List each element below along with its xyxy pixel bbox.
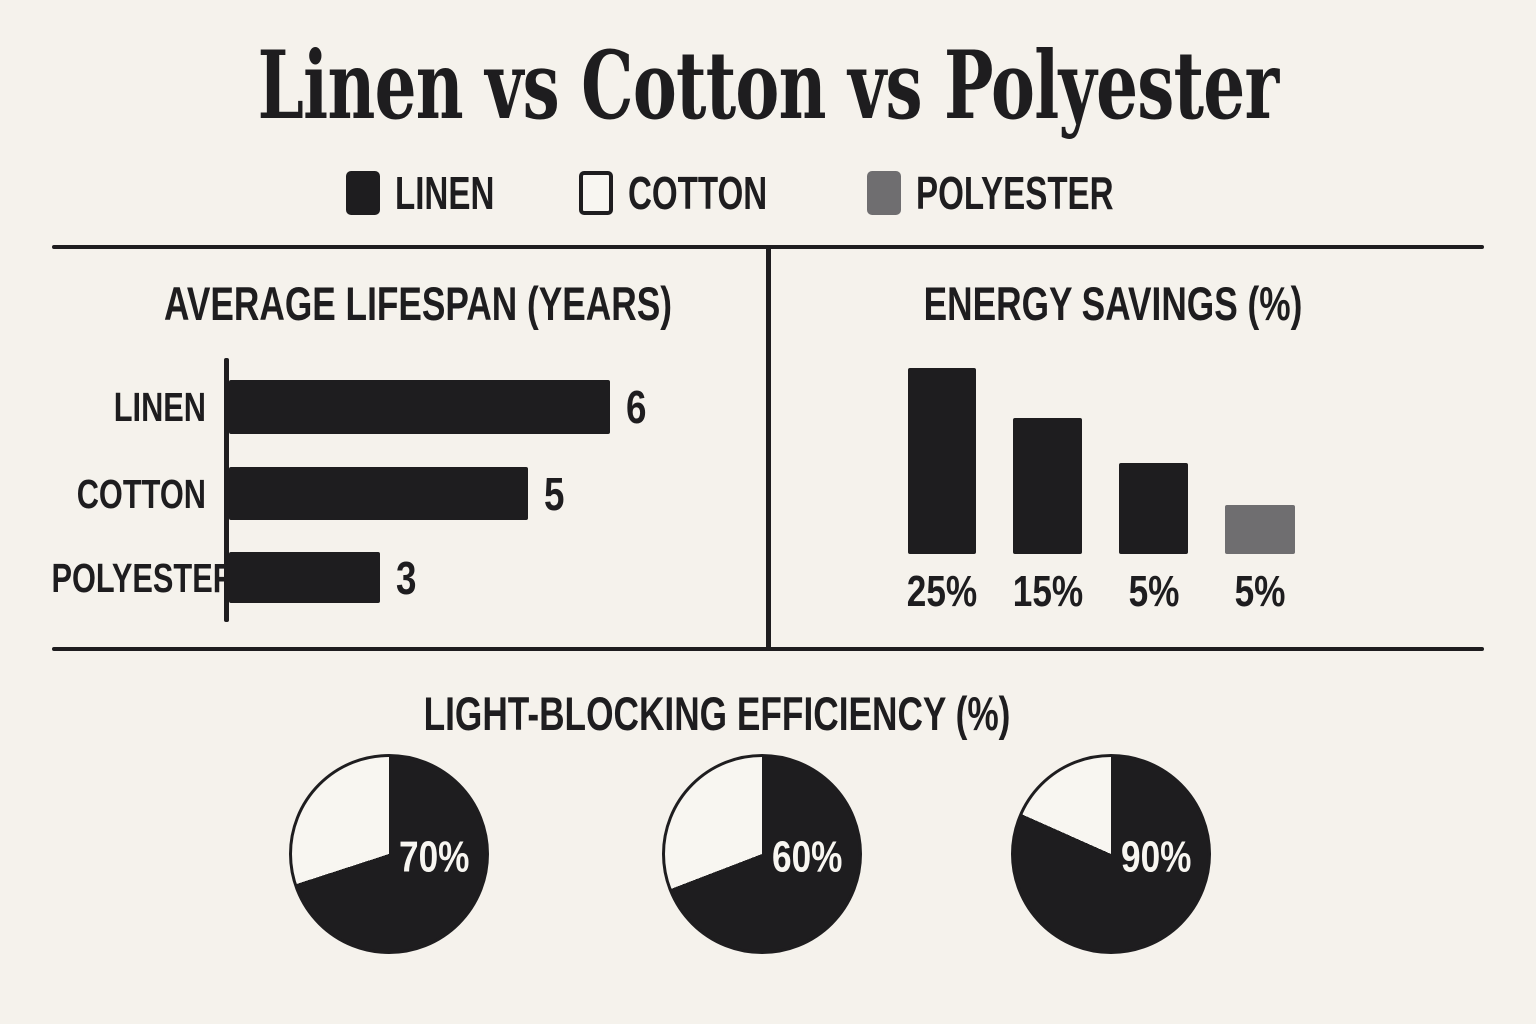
pie-section-title: LIGHT-BLOCKING EFFICIENCY (%): [423, 687, 1011, 740]
lifespan-bar-cotton: [229, 467, 528, 520]
energy-value-label: 15%: [1012, 567, 1083, 616]
vertical-divider-rule: [766, 245, 771, 651]
pie-percentage-label: 90%: [1121, 832, 1192, 882]
bottom-divider-rule: [52, 647, 1484, 651]
legend: LINEN COTTON POLYESTER: [0, 166, 1536, 220]
legend-label: COTTON: [627, 167, 767, 219]
pie-percentage-label: 60%: [772, 832, 843, 882]
lifespan-value-label: 3: [396, 551, 417, 604]
pie-chart-70%: 70%: [289, 754, 489, 954]
pie-chart-90%: 90%: [1011, 754, 1211, 954]
page-title: Linen vs Cotton vs Polyester: [257, 31, 1280, 141]
filled-gray-swatch-icon: [866, 171, 901, 215]
energy-chart-title: ENERGY SAVINGS (%): [923, 277, 1303, 330]
lifespan-category-label-cotton: COTTON: [76, 470, 206, 517]
lifespan-bar-polyester: [229, 552, 380, 603]
energy-bar-1: [908, 368, 976, 554]
outline-white-swatch-icon: [578, 171, 613, 215]
legend-item-linen: LINEN: [345, 167, 533, 219]
energy-bar-2: [1013, 418, 1082, 554]
pie-chart-60%: 60%: [662, 754, 862, 954]
legend-label: LINEN: [394, 167, 494, 219]
legend-item-cotton: COTTON: [578, 167, 821, 219]
energy-value-label: 5%: [1128, 567, 1179, 616]
lifespan-value-label: 6: [626, 381, 647, 433]
lifespan-bar-linen: [229, 380, 610, 434]
lifespan-y-axis: [224, 358, 229, 622]
energy-value-label: 5%: [1234, 567, 1286, 616]
energy-value-label: 25%: [906, 567, 978, 616]
lifespan-category-label-linen: LINEN: [113, 384, 206, 430]
lifespan-category-label-polyester: POLYESTER: [51, 554, 235, 601]
legend-label: POLYESTER: [915, 167, 1114, 219]
pie-percentage-label: 70%: [399, 832, 470, 882]
legend-item-polyester: POLYESTER: [866, 167, 1190, 219]
filled-black-swatch-icon: [345, 171, 380, 215]
lifespan-value-label: 5: [544, 467, 565, 520]
energy-bar-3: [1119, 463, 1188, 554]
energy-bar-4: [1225, 505, 1295, 554]
lifespan-chart-title: AVERAGE LIFESPAN (YEARS): [164, 277, 672, 330]
